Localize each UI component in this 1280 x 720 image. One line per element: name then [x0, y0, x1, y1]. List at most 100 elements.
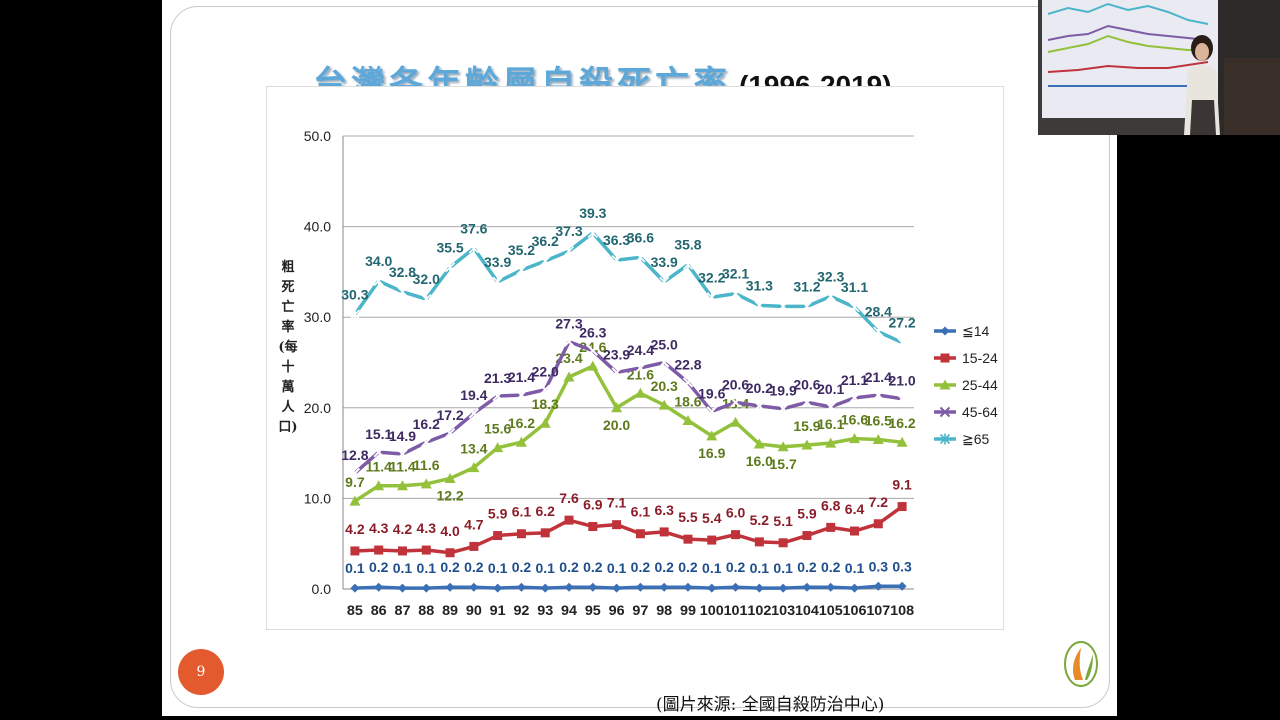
data-point-r15_24 [659, 527, 669, 537]
data-point-r45_64 [492, 390, 503, 402]
line-chart: 0.0 10.0 20.0 30.0 40.0 50.0 85 86 87 88 89 90 91 92 9… [266, 86, 1004, 630]
data-point-r15_24 [397, 546, 407, 556]
data-point-r45_64 [849, 392, 860, 404]
data-label-r15_24: 5.5 [678, 509, 698, 525]
data-label-le14: 0.2 [821, 559, 841, 575]
data-label-r25_44: 16.1 [817, 416, 844, 432]
data-point-ge65 [444, 261, 456, 273]
data-label-r15_24: 6.1 [631, 504, 651, 520]
data-label-r15_24: 5.4 [702, 510, 722, 526]
data-point-r25_44 [515, 436, 527, 447]
webcam-scene-icon [1038, 0, 1280, 135]
x-tick-label: 90 [466, 602, 482, 618]
data-point-r15_24 [421, 545, 431, 555]
data-point-ge65 [540, 255, 551, 267]
data-label-r15_24: 5.9 [797, 506, 817, 522]
data-point-r45_64 [373, 446, 384, 458]
data-label-r45_64: 21.4 [865, 369, 892, 385]
data-label-r45_64: 22.8 [674, 356, 701, 372]
data-label-r45_64: 15.1 [365, 426, 392, 442]
data-label-ge65: 34.0 [365, 253, 392, 269]
legend-label-r25_44: 25-44 [962, 377, 998, 393]
data-point-le14 [516, 582, 526, 592]
legend-marker-le14 [940, 326, 950, 336]
data-label-r25_44: 18.3 [532, 396, 559, 412]
data-label-r25_44: 11.4 [389, 459, 416, 475]
data-label-r15_24: 6.4 [845, 501, 865, 517]
data-point-r15_24 [826, 522, 836, 532]
data-label-le14: 0.1 [702, 560, 722, 576]
data-point-r25_44 [849, 433, 861, 444]
data-point-r45_64 [777, 403, 789, 414]
data-point-r25_44 [587, 360, 599, 371]
data-point-le14 [445, 582, 455, 592]
data-label-le14: 0.2 [797, 559, 817, 575]
data-label-r15_24: 6.2 [535, 503, 555, 519]
data-point-ge65 [730, 288, 741, 300]
data-point-ge65 [373, 275, 384, 287]
data-point-r45_64 [825, 401, 836, 413]
data-point-ge65 [801, 300, 813, 312]
data-label-r45_64: 19.6 [698, 385, 725, 401]
data-label-le14: 0.2 [631, 559, 651, 575]
data-point-le14 [802, 582, 812, 592]
data-label-le14: 0.1 [750, 560, 770, 576]
data-point-ge65 [897, 337, 908, 349]
y-tick-label: 40.0 [304, 219, 331, 235]
data-point-r25_44 [825, 437, 837, 448]
data-point-r45_64 [563, 336, 575, 347]
data-label-le14: 0.2 [559, 559, 579, 575]
y-tick-label: 10.0 [304, 490, 331, 506]
data-label-le14: 0.2 [583, 559, 603, 575]
y-tick-label: 30.0 [304, 309, 331, 325]
x-tick-label: 100 [700, 602, 724, 618]
data-label-ge65: 32.3 [817, 268, 844, 284]
data-point-le14 [612, 583, 622, 593]
data-point-r25_44 [611, 402, 623, 413]
data-point-le14 [731, 582, 741, 592]
x-tick-label: 103 [771, 602, 795, 618]
x-tick-label: 91 [490, 602, 506, 618]
data-label-r45_64: 19.4 [460, 387, 487, 403]
data-label-ge65: 32.0 [413, 271, 440, 287]
x-tick-label: 104 [795, 602, 819, 618]
data-label-ge65: 31.3 [746, 277, 773, 293]
series-line-r45_64 [353, 339, 903, 475]
legend-marker-r45_64 [939, 406, 951, 418]
data-point-r15_24 [897, 502, 907, 512]
data-label-r25_44: 11.6 [413, 457, 440, 473]
data-point-ge65 [492, 276, 503, 288]
x-tick-label: 102 [747, 602, 771, 618]
x-tick-label: 92 [513, 602, 529, 618]
presenter-webcam-overlay [1038, 0, 1280, 135]
data-label-le14: 0.2 [726, 559, 746, 575]
data-point-le14 [493, 583, 503, 593]
data-point-le14 [707, 583, 717, 593]
data-point-r25_44 [658, 399, 670, 410]
page-number: 9 [196, 664, 206, 680]
data-label-ge65: 28.4 [865, 304, 892, 320]
data-label-r25_44: 12.2 [436, 487, 463, 503]
data-label-r15_24: 7.1 [607, 495, 627, 511]
image-source-caption: (圖片來源: 全國自殺防治中心) [656, 695, 885, 715]
data-point-ge65 [587, 227, 598, 239]
data-point-r45_64 [730, 397, 741, 408]
data-label-le14: 0.1 [345, 560, 365, 576]
data-label-r45_64: 20.1 [817, 381, 844, 397]
data-point-r25_44 [349, 495, 361, 506]
data-label-le14: 0.1 [535, 560, 555, 576]
data-point-r15_24 [707, 535, 717, 545]
data-label-r25_44: 16.9 [698, 445, 725, 461]
data-point-le14 [564, 582, 574, 592]
data-point-le14 [397, 583, 407, 593]
x-tick-label: 94 [561, 602, 577, 618]
legend-label-r15_24: 15-24 [962, 350, 998, 366]
data-label-ge65: 30.3 [341, 286, 368, 302]
data-label-r25_44: 24.6 [579, 339, 606, 355]
data-label-r15_24: 4.3 [369, 520, 389, 536]
y-tick-label: 20.0 [304, 400, 331, 416]
data-point-r45_64 [682, 377, 694, 388]
data-point-r25_44 [563, 371, 575, 382]
data-point-ge65 [349, 308, 360, 320]
data-point-r15_24 [350, 546, 360, 556]
